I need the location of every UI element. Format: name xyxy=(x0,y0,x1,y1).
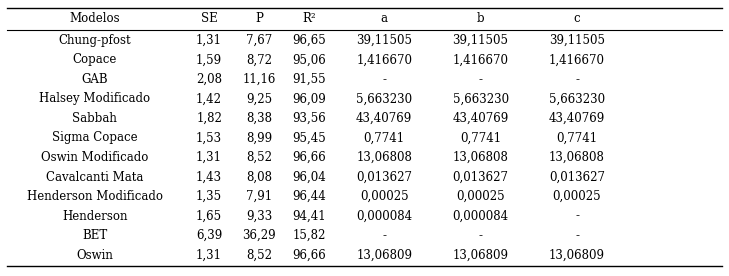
Text: Sigma Copace: Sigma Copace xyxy=(52,131,138,145)
Text: 1,82: 1,82 xyxy=(196,112,222,125)
Text: 0,000084: 0,000084 xyxy=(356,209,412,222)
Text: 0,7741: 0,7741 xyxy=(556,131,598,145)
Text: 6,39: 6,39 xyxy=(196,229,222,242)
Text: 36,29: 36,29 xyxy=(242,229,276,242)
Text: 5,663230: 5,663230 xyxy=(356,92,412,105)
Text: b: b xyxy=(477,12,484,25)
Text: Modelos: Modelos xyxy=(69,12,120,25)
Text: GAB: GAB xyxy=(82,73,108,86)
Text: 0,7741: 0,7741 xyxy=(364,131,405,145)
Text: 15,82: 15,82 xyxy=(292,229,326,242)
Text: 39,11505: 39,11505 xyxy=(549,34,605,47)
Text: 8,52: 8,52 xyxy=(246,151,272,164)
Text: 96,65: 96,65 xyxy=(292,34,326,47)
Text: 13,06808: 13,06808 xyxy=(356,151,412,164)
Text: -: - xyxy=(575,209,579,222)
Text: 2,08: 2,08 xyxy=(196,73,222,86)
Text: 95,06: 95,06 xyxy=(292,54,326,67)
Text: 96,09: 96,09 xyxy=(292,92,326,105)
Text: 7,67: 7,67 xyxy=(246,34,272,47)
Text: 1,31: 1,31 xyxy=(196,151,222,164)
Text: 8,72: 8,72 xyxy=(246,54,272,67)
Text: -: - xyxy=(382,229,386,242)
Text: 43,40769: 43,40769 xyxy=(453,112,509,125)
Text: 1,35: 1,35 xyxy=(196,190,222,203)
Text: 7,91: 7,91 xyxy=(246,190,272,203)
Text: 0,013627: 0,013627 xyxy=(453,171,509,184)
Text: 5,663230: 5,663230 xyxy=(549,92,605,105)
Text: 0,000084: 0,000084 xyxy=(453,209,509,222)
Text: 1,59: 1,59 xyxy=(196,54,222,67)
Text: -: - xyxy=(382,73,386,86)
Text: 96,44: 96,44 xyxy=(292,190,326,203)
Text: R²: R² xyxy=(303,12,316,25)
Text: 91,55: 91,55 xyxy=(292,73,326,86)
Text: BET: BET xyxy=(82,229,107,242)
Text: c: c xyxy=(574,12,580,25)
Text: Copace: Copace xyxy=(73,54,117,67)
Text: 1,43: 1,43 xyxy=(196,171,222,184)
Text: 1,31: 1,31 xyxy=(196,34,222,47)
Text: 1,416670: 1,416670 xyxy=(453,54,509,67)
Text: 13,06809: 13,06809 xyxy=(453,249,509,262)
Text: P: P xyxy=(255,12,263,25)
Text: 0,7741: 0,7741 xyxy=(460,131,501,145)
Text: 43,40769: 43,40769 xyxy=(549,112,605,125)
Text: -: - xyxy=(479,73,483,86)
Text: 1,42: 1,42 xyxy=(196,92,222,105)
Text: SE: SE xyxy=(200,12,217,25)
Text: 94,41: 94,41 xyxy=(292,209,326,222)
Text: Chung-pfost: Chung-pfost xyxy=(58,34,131,47)
Text: 0,00025: 0,00025 xyxy=(456,190,505,203)
Text: 5,663230: 5,663230 xyxy=(453,92,509,105)
Text: 93,56: 93,56 xyxy=(292,112,326,125)
Text: -: - xyxy=(575,229,579,242)
Text: 43,40769: 43,40769 xyxy=(356,112,413,125)
Text: Oswin Modificado: Oswin Modificado xyxy=(41,151,149,164)
Text: 0,00025: 0,00025 xyxy=(360,190,408,203)
Text: 8,08: 8,08 xyxy=(246,171,272,184)
Text: Sabbah: Sabbah xyxy=(72,112,117,125)
Text: 0,013627: 0,013627 xyxy=(356,171,412,184)
Text: 96,04: 96,04 xyxy=(292,171,326,184)
Text: 8,38: 8,38 xyxy=(246,112,272,125)
Text: 95,45: 95,45 xyxy=(292,131,326,145)
Text: 8,99: 8,99 xyxy=(246,131,272,145)
Text: 13,06809: 13,06809 xyxy=(356,249,412,262)
Text: a: a xyxy=(381,12,388,25)
Text: 1,65: 1,65 xyxy=(196,209,222,222)
Text: Henderson Modificado: Henderson Modificado xyxy=(27,190,163,203)
Text: 1,31: 1,31 xyxy=(196,249,222,262)
Text: 13,06808: 13,06808 xyxy=(453,151,509,164)
Text: Henderson: Henderson xyxy=(62,209,128,222)
Text: 39,11505: 39,11505 xyxy=(356,34,412,47)
Text: -: - xyxy=(479,229,483,242)
Text: 96,66: 96,66 xyxy=(292,151,326,164)
Text: 9,25: 9,25 xyxy=(246,92,272,105)
Text: 39,11505: 39,11505 xyxy=(453,34,509,47)
Text: 11,16: 11,16 xyxy=(243,73,276,86)
Text: -: - xyxy=(575,73,579,86)
Text: 0,013627: 0,013627 xyxy=(549,171,605,184)
Text: 9,33: 9,33 xyxy=(246,209,272,222)
Text: 1,416670: 1,416670 xyxy=(356,54,412,67)
Text: 8,52: 8,52 xyxy=(246,249,272,262)
Text: 13,06809: 13,06809 xyxy=(549,249,605,262)
Text: Oswin: Oswin xyxy=(77,249,113,262)
Text: Cavalcanti Mata: Cavalcanti Mata xyxy=(46,171,144,184)
Text: 0,00025: 0,00025 xyxy=(553,190,601,203)
Text: 1,416670: 1,416670 xyxy=(549,54,605,67)
Text: 96,66: 96,66 xyxy=(292,249,326,262)
Text: Halsey Modificado: Halsey Modificado xyxy=(39,92,150,105)
Text: 1,53: 1,53 xyxy=(196,131,222,145)
Text: 13,06808: 13,06808 xyxy=(549,151,605,164)
